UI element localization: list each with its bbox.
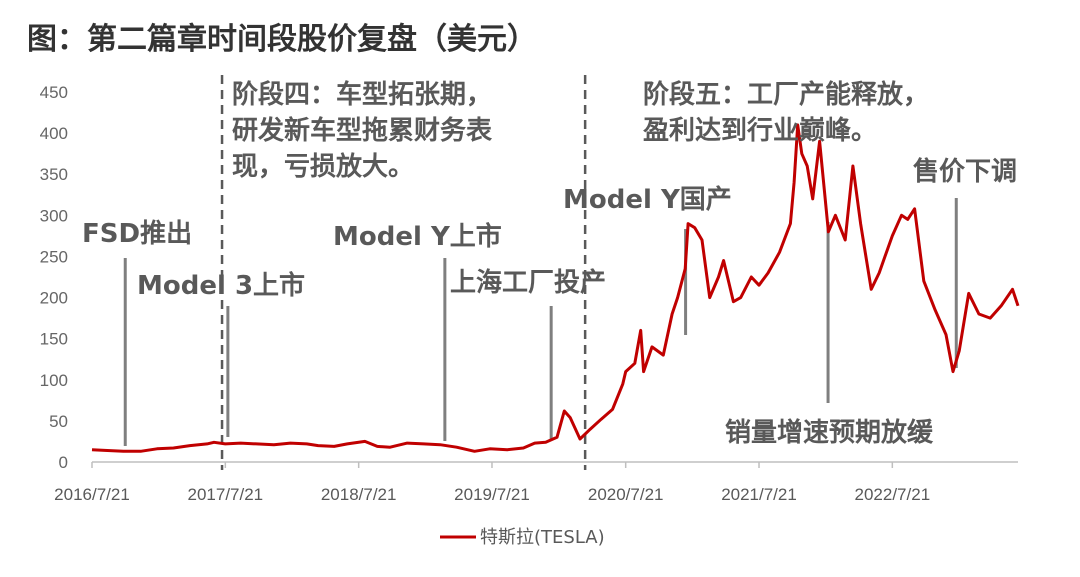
y-tick-label: 300 (40, 206, 68, 225)
label-sales-slowdown: 销量增速预期放缓 (725, 417, 934, 448)
event-markers (123, 198, 958, 446)
x-tick-label: 2018/7/21 (321, 485, 397, 504)
label-fsd: FSD推出 (82, 219, 192, 249)
y-tick-label: 450 (40, 83, 68, 102)
phase4-text-line2: 研发新车型拖累财务表 (232, 115, 493, 146)
y-tick-label: 0 (59, 453, 68, 472)
phase5-text-line2: 盈利达到行业巅峰。 (642, 115, 877, 146)
chart-title: 图：第二篇章时间段股价复盘（美元） (27, 22, 537, 57)
phase5-text-line1: 阶段五：工厂产能释放， (643, 79, 929, 110)
x-tick-label: 2022/7/21 (855, 485, 931, 504)
x-tick-label: 2020/7/21 (588, 485, 664, 504)
label-model3: Model 3上市 (137, 270, 305, 301)
y-tick-label: 100 (40, 371, 68, 390)
x-axis-ticks: 2016/7/21 2017/7/21 2018/7/21 2019/7/21 2020… (54, 462, 930, 504)
x-tick-label: 2019/7/21 (454, 485, 530, 504)
y-tick-label: 200 (40, 289, 68, 308)
y-axis-ticks: 0 50 100 150 200 250 300 350 400 450 (40, 83, 68, 472)
x-tick-label: 2016/7/21 (54, 485, 130, 504)
phase-dividers (220, 75, 587, 470)
label-modely-launch: Model Y上市 (333, 221, 502, 252)
series-line-tesla (91, 123, 1020, 453)
y-tick-label: 50 (49, 412, 68, 431)
x-tick-label: 2021/7/21 (721, 485, 797, 504)
y-tick-label: 400 (40, 124, 68, 143)
y-tick-label: 150 (40, 330, 68, 349)
label-modely-domestic: Model Y国产 (563, 185, 732, 215)
label-price-cut: 售价下调 (913, 156, 1017, 187)
phase4-text-line3: 现，亏损放大。 (232, 151, 414, 182)
label-shanghai-factory: 上海工厂投产 (450, 268, 606, 298)
legend-label: 特斯拉(TESLA) (480, 527, 605, 548)
y-tick-label: 250 (40, 247, 68, 266)
phase4-text-line1: 阶段四：车型拓张期， (232, 79, 492, 110)
x-tick-label: 2017/7/21 (188, 485, 264, 504)
y-tick-label: 350 (40, 165, 68, 184)
